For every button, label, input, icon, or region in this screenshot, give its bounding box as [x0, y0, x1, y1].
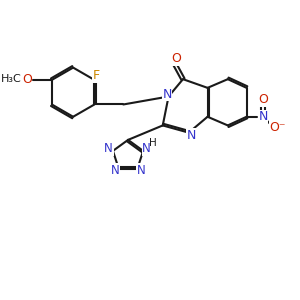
Text: N: N	[162, 88, 172, 101]
Text: N: N	[111, 164, 120, 177]
Text: O: O	[171, 52, 181, 65]
Text: N: N	[258, 110, 268, 123]
Text: H: H	[148, 138, 156, 148]
Text: N: N	[142, 142, 151, 155]
Text: F: F	[92, 69, 99, 82]
Text: O: O	[22, 74, 32, 86]
Text: O: O	[258, 94, 268, 106]
Text: N: N	[187, 129, 196, 142]
Text: O⁻: O⁻	[269, 121, 286, 134]
Text: H₃C: H₃C	[1, 74, 22, 84]
Text: N: N	[104, 142, 113, 155]
Text: N: N	[136, 164, 145, 177]
